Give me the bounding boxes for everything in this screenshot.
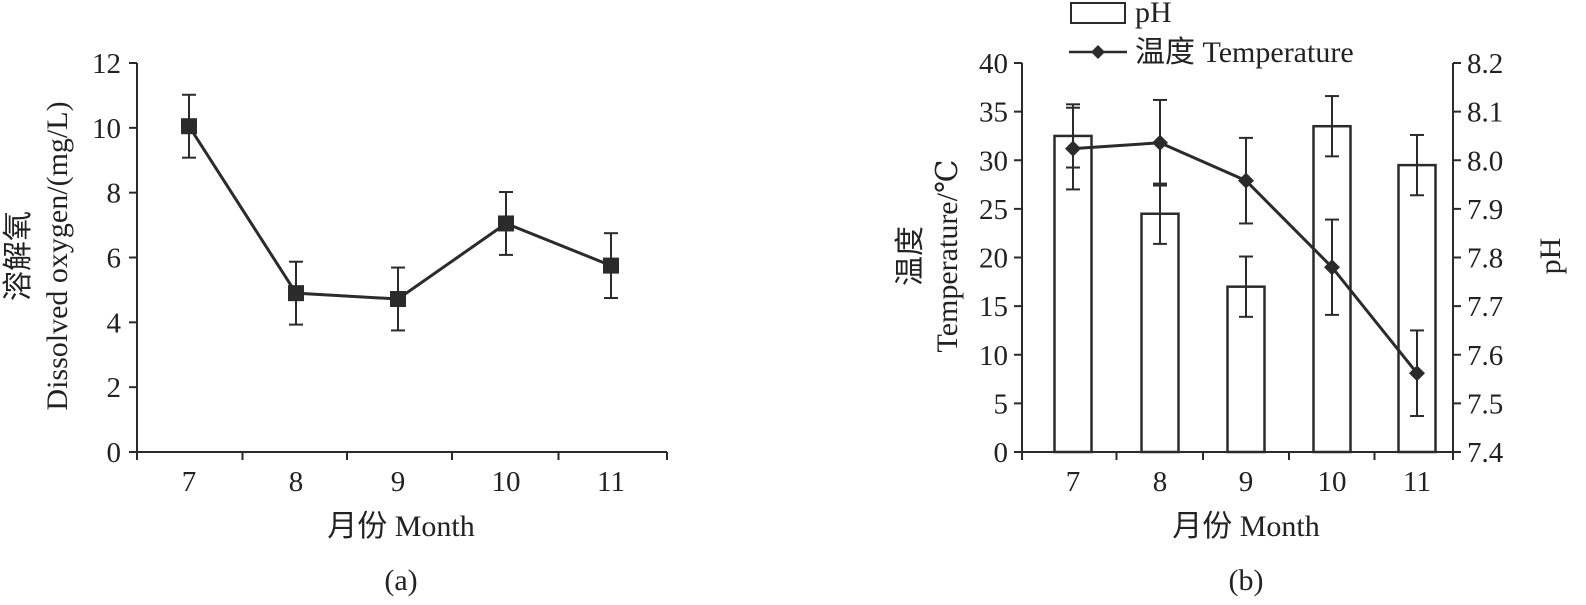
panel-b-left-tick-label: 0 [994, 437, 1009, 469]
panel-b: 0 5 10 15 20 25 30 35 40 7.4 7.5 7.6 7.7 7.8 7.9 8.0 8.… [894, 0, 1567, 597]
panel-b-left-tick-label: 25 [979, 194, 1008, 226]
panel-a-y-tick-label: 6 [107, 243, 122, 275]
panel-b-x-ticks: 7 8 9 10 11 [1021, 452, 1454, 498]
legend-label-ph: pH [1135, 0, 1172, 29]
panel-a-y-axis-label-en: Dissolved oxygen/(mg/L) [41, 101, 74, 410]
panel-b-temperature-point [1152, 134, 1168, 151]
panel-b-panel-label: (b) [1229, 564, 1264, 597]
panel-b-left-tick-label: 40 [979, 48, 1008, 80]
panel-b-left-tick-label: 15 [979, 291, 1008, 323]
legend-swatch-ph [1070, 2, 1126, 24]
panel-b-x-tick-label: 8 [1153, 466, 1168, 498]
panel-a-x-tick-label: 9 [391, 466, 406, 498]
panel-b-left-axis-label-en: Temperature/℃ [931, 159, 964, 352]
panel-a-x-ticks: 7 8 9 10 11 [136, 452, 668, 498]
panel-b-left-tick-label: 5 [994, 388, 1009, 420]
legend-marker-temperature [1091, 45, 1105, 59]
panel-a-y-tick-label: 10 [92, 113, 121, 145]
panel-a-data-point [498, 215, 514, 232]
panel-a-x-tick-label: 11 [597, 466, 625, 498]
panel-b-temperature-point [1324, 259, 1340, 276]
panel-b-right-tick-label: 7.6 [1467, 340, 1503, 372]
panel-b-left-ticks: 0 5 10 15 20 25 30 35 40 [979, 48, 1022, 469]
panel-b-left-tick-label: 35 [979, 97, 1008, 129]
panel-b-right-tick-label: 7.4 [1467, 437, 1504, 469]
panel-a-x-tick-label: 8 [289, 466, 304, 498]
panel-b-ph-bar [1140, 212, 1180, 454]
panel-b-right-ticks: 7.4 7.5 7.6 7.7 7.8 7.9 8.0 8.1 8.2 [1453, 48, 1504, 469]
panel-b-right-tick-label: 8.0 [1467, 145, 1503, 177]
panel-a-x-tick-label: 10 [492, 466, 521, 498]
panel-a-y-tick-label: 12 [92, 48, 121, 80]
panel-a-y-axis-label-cn: 溶解氧 [2, 211, 35, 301]
panel-b-right-tick-label: 7.9 [1467, 194, 1503, 226]
panel-b-right-tick-label: 7.5 [1467, 388, 1503, 420]
panel-b-temperature-point [1409, 365, 1425, 382]
legend-label-temperature: 温度 Temperature [1135, 36, 1354, 69]
panel-a-y-tick-label: 8 [107, 178, 122, 210]
panel-a-data-point [181, 118, 197, 135]
panel-b-right-tick-label: 8.2 [1467, 48, 1503, 80]
panel-a-marks [181, 93, 619, 332]
panel-a-y-ticks: 0 2 4 6 8 10 12 [92, 48, 137, 469]
panel-b-temperature-point [1238, 172, 1254, 189]
panel-b-x-tick-label: 10 [1318, 466, 1347, 498]
panel-b-x-tick-label: 11 [1403, 466, 1431, 498]
panel-a-panel-label: (a) [384, 564, 417, 597]
panel-b-x-tick-label: 7 [1066, 466, 1081, 498]
panel-b-x-axis-label: 月份 Month [1172, 510, 1320, 543]
legend: pH 温度 Temperature [1069, 0, 1354, 69]
panel-a-x-axis-label: 月份 Month [327, 510, 475, 543]
panel-b-x-tick-label: 9 [1239, 466, 1254, 498]
panel-b-right-tick-label: 7.7 [1467, 291, 1503, 323]
panel-b-right-tick-label: 7.8 [1467, 243, 1503, 275]
panel-a-data-point [288, 285, 304, 302]
panel-a-x-tick-label: 7 [182, 466, 197, 498]
panel-b-right-tick-label: 8.1 [1467, 97, 1503, 129]
panel-a-y-tick-label: 4 [107, 307, 122, 339]
panel-a-y-tick-label: 0 [107, 437, 122, 469]
panel-a-y-tick-label: 2 [107, 372, 122, 404]
panel-b-marks [1053, 95, 1437, 454]
panel-a: 0 2 4 6 8 10 12 7 8 9 10 11 月份 Month (a) 溶解氧 Disso… [2, 48, 668, 597]
panel-b-left-tick-label: 10 [979, 340, 1008, 372]
panel-b-left-axis-label-cn: 温度 [894, 226, 927, 286]
panel-b-left-tick-label: 30 [979, 145, 1008, 177]
panel-a-data-point [390, 290, 406, 307]
panel-b-right-axis-label: pH [1534, 238, 1567, 275]
panel-a-data-point [603, 257, 619, 274]
panel-b-left-tick-label: 20 [979, 243, 1008, 275]
panel-b-temperature-point [1065, 140, 1081, 157]
panel-a-series-line [187, 125, 612, 301]
